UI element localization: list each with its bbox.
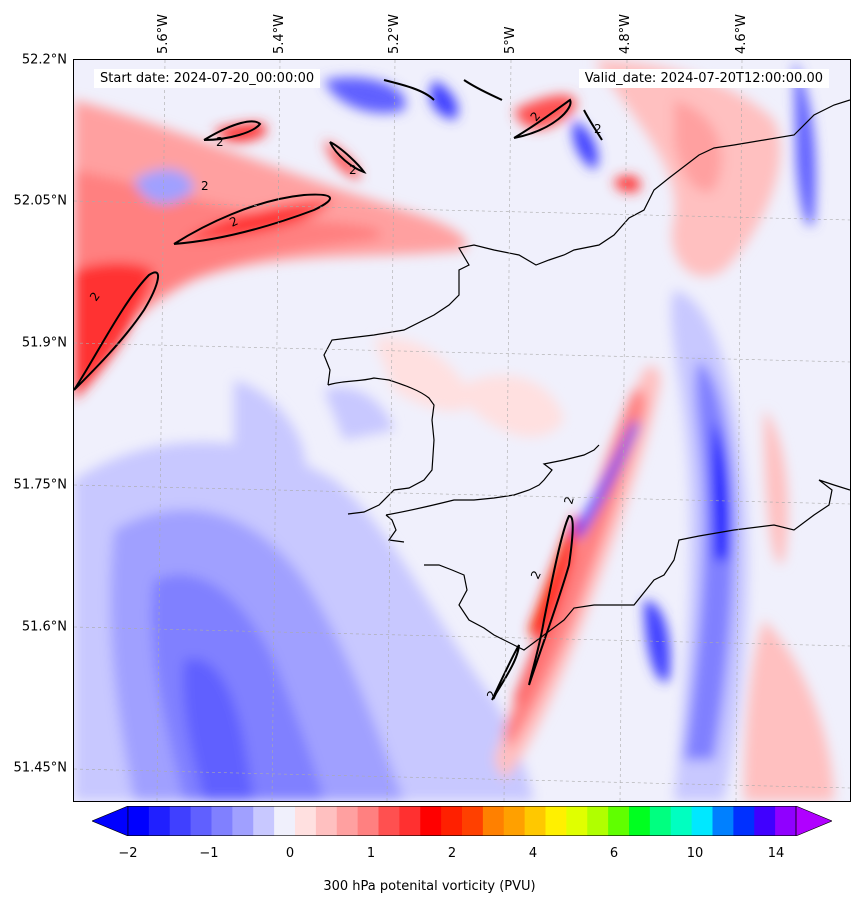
colorbar-swatch: [357, 806, 379, 836]
colorbar-swatch: [336, 806, 359, 836]
colorbar-swatch: [315, 806, 338, 836]
coastline: [323, 99, 850, 651]
colorbar-swatch: [524, 806, 546, 836]
colorbar-swatch: [462, 806, 484, 836]
colorbar-tick-label: 0: [285, 846, 295, 861]
lat-label: 52.05°N: [13, 193, 67, 209]
colorbar-swatch: [712, 806, 734, 836]
colorbar-tick-label: 6: [609, 846, 619, 861]
colorbar-swatch: [399, 806, 421, 836]
potential-vorticity-field: 2 2 2 2 2 2 2 2 2 2: [74, 60, 850, 801]
colorbar-title: 300 hPa potenital vorticity (PVU): [323, 879, 536, 894]
colorbar-swatch: [378, 806, 400, 836]
lat-label: 51.6°N: [21, 619, 67, 635]
colorbar-swatch: [128, 806, 150, 836]
colorbar-swatch: [232, 806, 254, 836]
colorbar-swatch: [691, 806, 713, 836]
colorbar-swatch: [190, 806, 212, 836]
lat-label: 51.9°N: [21, 335, 67, 351]
lon-label: 5.2°W: [387, 13, 402, 54]
map-plot-area: 2 2 2 2 2 2 2 2 2 2: [74, 60, 850, 801]
lat-label: 52.2°N: [21, 52, 67, 68]
colorbar-swatch: [566, 806, 588, 836]
colorbar-swatch: [295, 806, 317, 836]
colorbar-tick-label: 10: [686, 846, 704, 861]
colorbar-swatch: [733, 806, 755, 836]
contour-label: 2: [201, 179, 209, 193]
colorbar-swatch: [148, 806, 171, 836]
colorbar-swatch: [420, 806, 442, 836]
colorbar-swatch: [545, 806, 567, 836]
lon-label: 5°W: [503, 26, 518, 54]
colorbar-border: [127, 806, 797, 836]
colorbar-swatch: [253, 806, 275, 836]
valid-date-label: Valid_date: 2024-07-20T12:00:00.00: [578, 69, 829, 88]
pv-2-contours: [74, 79, 603, 701]
lat-label: 51.75°N: [13, 477, 67, 493]
colorbar-tick-label: 14: [767, 846, 785, 861]
lat-label: 51.45°N: [13, 760, 67, 776]
colorbar-extend-under: [92, 806, 129, 836]
colorbar-swatch: [754, 806, 776, 836]
colorbar-tick-label: 1: [366, 846, 376, 861]
colorbar-swatch: [169, 806, 192, 836]
colorbar-extend-over: [795, 806, 832, 836]
colorbar-swatch: [670, 806, 693, 836]
colorbar-tick-label: 2: [447, 846, 457, 861]
colorbar-swatch: [482, 806, 505, 836]
colorbar-tick-label: −1: [199, 846, 219, 861]
lon-label: 5.4°W: [272, 13, 287, 54]
contour-label: 2: [561, 495, 577, 506]
colorbar-swatch: [629, 806, 651, 836]
contour-label: 2: [594, 122, 602, 136]
colorbar-tick-label: 4: [528, 846, 538, 861]
colorbar-swatch: [274, 806, 296, 836]
colorbar-swatch: [775, 806, 797, 836]
contour-label: 2: [216, 135, 224, 149]
colorbar: [92, 806, 832, 836]
colorbar-swatch: [441, 806, 463, 836]
colorbar-swatch: [211, 806, 233, 836]
lon-label: 5.6°W: [156, 13, 171, 54]
contour-label: 2: [349, 163, 357, 177]
colorbar-swatch: [587, 806, 609, 836]
colorbar-tick-label: −2: [118, 846, 138, 861]
start-date-label: Start date: 2024-07-20_00:00:00: [94, 69, 321, 88]
lon-label: 4.8°W: [618, 13, 633, 54]
colorbar-swatch: [608, 806, 630, 836]
colorbar-swatch: [503, 806, 526, 836]
lon-label: 4.6°W: [734, 13, 749, 54]
colorbar-swatch: [649, 806, 672, 836]
